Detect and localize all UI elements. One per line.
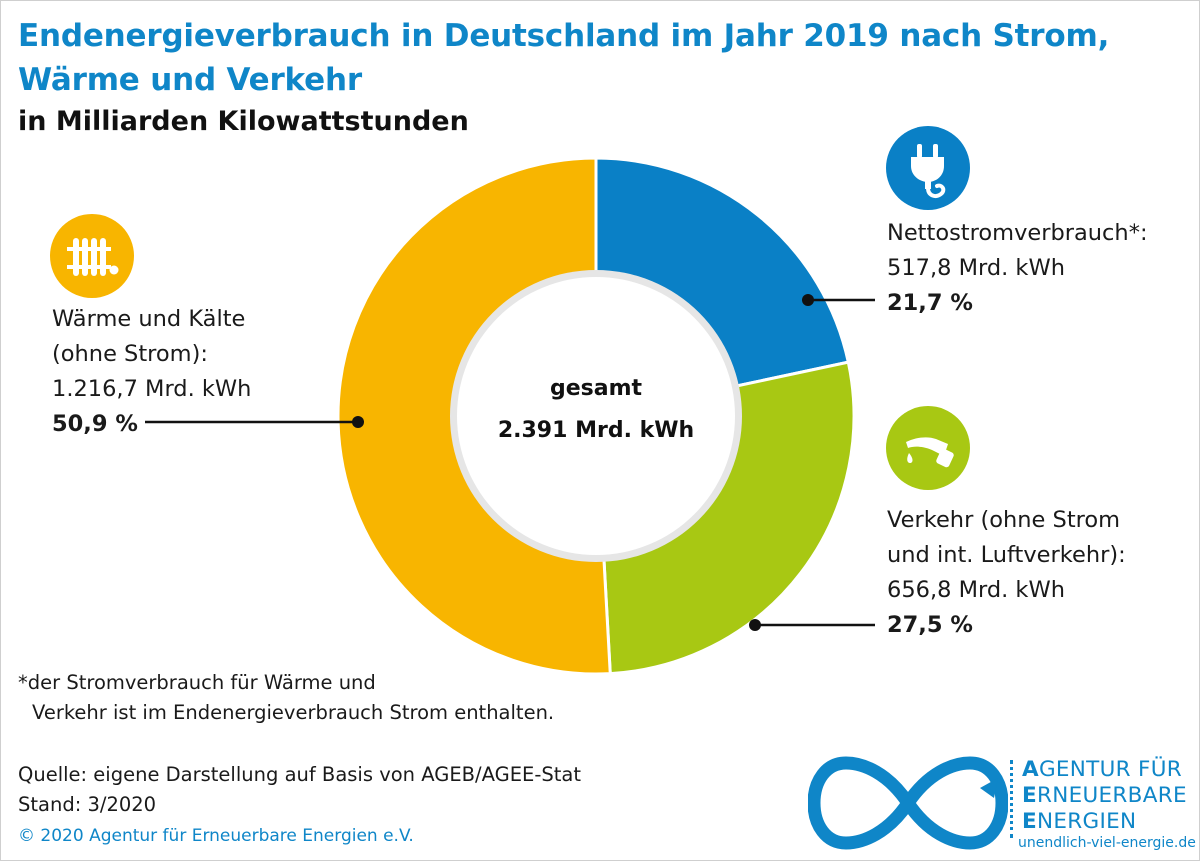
source-line-2: Stand: 3/2020: [18, 793, 157, 816]
copyright: © 2020 Agentur für Erneuerbare Energien …: [18, 826, 414, 846]
label-verkehr: Verkehr (ohne Strom und int. Luftverkehr…: [887, 503, 1126, 643]
label-waerme-name-2: (ohne Strom):: [52, 341, 208, 367]
leader-dot-verkehr: [749, 619, 761, 631]
chart-title: Endenergieverbrauch in Deutschland im Ja…: [18, 14, 1188, 102]
logo-line-2: ERNEUERBARE: [1022, 783, 1187, 808]
center-label: gesamt: [549, 376, 643, 401]
label-verkehr-name-2: und int. Luftverkehr):: [887, 542, 1126, 568]
chart-subtitle: in Milliarden Kilowattstunden: [18, 106, 469, 137]
donut-hole: [457, 277, 735, 555]
infinity-icon: [808, 756, 1008, 850]
label-strom-value: 517,8 Mrd. kWh: [887, 255, 1065, 281]
label-waerme-percent: 50,9 %: [52, 411, 138, 437]
leader-dot-waerme: [352, 416, 364, 428]
title-line-1: Endenergieverbrauch in Deutschland im Ja…: [18, 18, 1110, 54]
leader-dot-strom: [802, 294, 814, 306]
footnote: *der Stromverbrauch für Wärme und Verkeh…: [18, 668, 554, 728]
label-strom: Nettostromverbrauch*: 517,8 Mrd. kWh 21,…: [887, 216, 1148, 321]
source-note: Quelle: eigene Darstellung auf Basis von…: [18, 760, 581, 820]
power-plug-icon: [886, 126, 970, 210]
label-waerme-value: 1.216,7 Mrd. kWh: [52, 376, 252, 402]
label-verkehr-name-1: Verkehr (ohne Strom: [887, 507, 1121, 533]
logo-line-1: AGENTUR FÜR: [1022, 757, 1182, 782]
logo-line-3: ENERGIEN: [1022, 809, 1137, 834]
label-strom-percent: 21,7 %: [887, 290, 973, 316]
footnote-line-2: Verkehr ist im Endenergieverbrauch Strom…: [32, 701, 555, 724]
radiator-icon: [50, 214, 134, 298]
footnote-line-1: *der Stromverbrauch für Wärme und: [18, 671, 376, 694]
center-value: 2.391 Mrd. kWh: [497, 418, 695, 443]
logo-divider: [1010, 760, 1013, 838]
center-total: gesamt 2.391 Mrd. kWh: [466, 368, 726, 452]
fuel-nozzle-icon: [886, 406, 970, 490]
label-waerme-name-1: Wärme und Kälte: [52, 306, 246, 332]
logo-url: unendlich-viel-energie.de: [1018, 835, 1196, 851]
label-strom-name: Nettostromverbrauch*:: [887, 220, 1148, 246]
label-waerme: Wärme und Kälte (ohne Strom): 1.216,7 Mr…: [52, 302, 251, 442]
logo-wordmark: AGENTUR FÜR ERNEUERBARE ENERGIEN: [1022, 757, 1187, 835]
title-line-2: Wärme und Verkehr: [18, 62, 362, 98]
label-verkehr-percent: 27,5 %: [887, 612, 973, 638]
source-line-1: Quelle: eigene Darstellung auf Basis von…: [18, 763, 582, 786]
label-verkehr-value: 656,8 Mrd. kWh: [887, 577, 1065, 603]
